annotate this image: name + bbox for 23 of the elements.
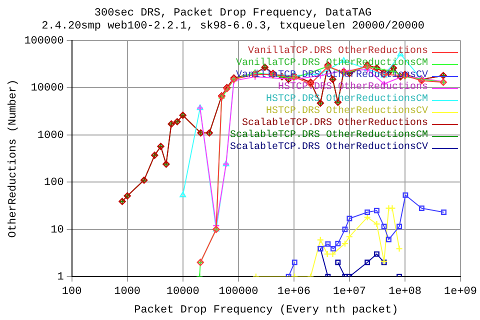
legend-label: ScalableTCP.DRS OtherReductionsCM [230, 130, 428, 142]
y-tick-label: 10 [50, 224, 64, 236]
x-tick-label: 1000 [114, 286, 141, 298]
x-tick-label: 100 [62, 286, 82, 298]
x-tick-label: 1e+06 [277, 286, 310, 298]
x-tick-label: 1e+07 [332, 286, 366, 298]
legend-label: VanillaTCP.DRS OtherReductions [248, 46, 428, 58]
legend-label: ScalableTCP.DRS OtherReductionsCV [230, 142, 428, 154]
y-tick-label: 1000 [37, 130, 64, 142]
x-axis-title: Packet Drop Frequency (Every nth packet) [134, 304, 398, 316]
y-axis-title: OtherReductions (Number) [8, 79, 20, 238]
y-tick-label: 10000 [30, 82, 64, 95]
chart-title: 300sec DRS, Packet Drop Frequency, DataTAG [94, 8, 372, 20]
legend-label: ScalableTCP.DRS OtherReductions [242, 118, 428, 130]
y-tick-label: 100 [44, 177, 64, 190]
legend-label: HSTCP.DRS OtherReductionsCV [266, 106, 428, 118]
y-tick-label: 1 [57, 272, 64, 284]
y-tick-label: 100000 [24, 35, 64, 48]
x-tick-label: 1e+09 [444, 286, 478, 298]
x-tick-label: 1e+08 [388, 286, 422, 298]
x-tick-label: 100000 [218, 286, 258, 298]
chart-subtitle: 2.4.20smp web100-2.2.1, sk98-6.0.3, txqueuelen 20000/20000 [42, 20, 424, 33]
x-tick-label: 10000 [166, 286, 200, 298]
